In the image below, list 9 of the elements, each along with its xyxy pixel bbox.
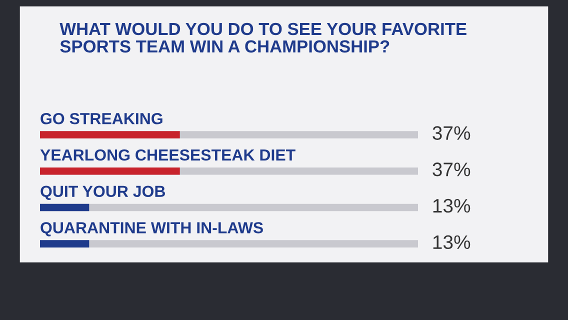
y-tick-label: QUARANTINE WITH IN-LAWS — [40, 222, 263, 236]
data-label: 13% — [433, 198, 470, 213]
y-tick-label: GO STREAKING — [40, 112, 162, 124]
y-tick-label: QUIT YOUR JOB — [40, 186, 166, 200]
data-label: 37% — [432, 126, 470, 140]
chart-title: WHAT WOULD YOU DO TO SEE YOUR FAVORITE SPORTS TEAM WIN A CHAMPIONSHIP? — [60, 22, 466, 53]
y-tick-label: YEARLONG CHEESESTEAK DIET — [40, 149, 296, 161]
data-label: 37% — [432, 162, 470, 176]
data-label: 13% — [433, 235, 470, 250]
